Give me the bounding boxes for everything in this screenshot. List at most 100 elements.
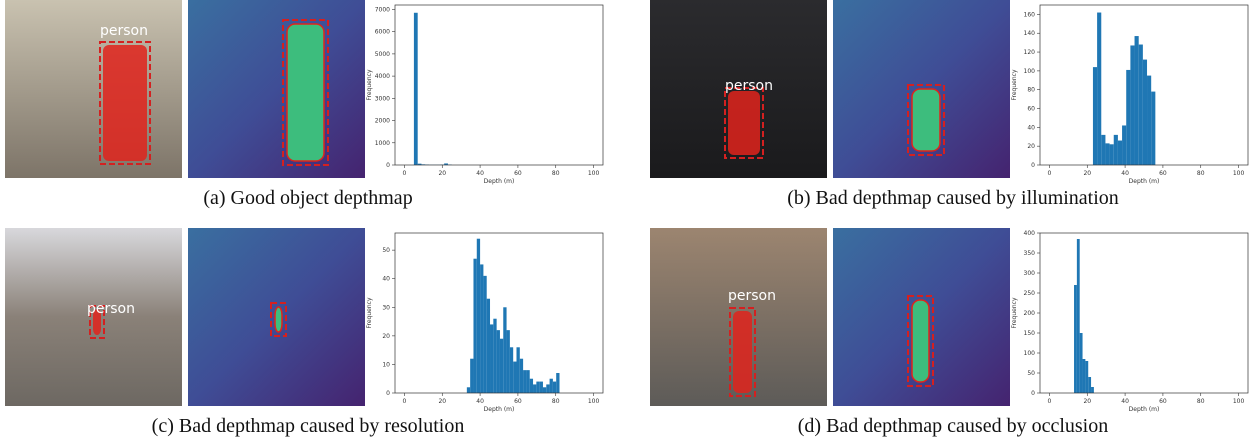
person-label: person [100,23,148,39]
y-tick-label: 160 [1024,11,1036,18]
x-tick-label: 0 [1048,170,1052,177]
person-mask [728,91,760,155]
y-axis-label: Frequency [1011,297,1018,328]
x-axis-label: Depth (m) [484,178,515,185]
x-tick-label: 60 [1159,170,1167,177]
y-tick-label: 100 [1024,350,1036,357]
y-tick-label: 7000 [375,6,390,13]
bar [1118,141,1122,165]
y-tick-label: 4000 [375,73,390,80]
x-tick-label: 80 [1197,398,1205,405]
bar [543,387,546,393]
bar [1126,70,1130,165]
bar [1088,377,1091,393]
y-tick-label: 300 [1024,270,1036,277]
y-tick-label: 350 [1024,250,1036,257]
bar [530,379,533,393]
y-tick-label: 0 [1031,390,1035,397]
x-tick-label: 20 [1083,170,1091,177]
bar [553,382,556,393]
bar [513,362,516,393]
bar [467,387,470,393]
person-label: person [725,78,773,94]
bar [477,239,480,393]
bar [480,264,483,393]
bar [526,370,529,393]
bar [1093,67,1097,165]
x-tick-label: 80 [552,398,560,405]
y-tick-label: 250 [1024,290,1036,297]
x-tick-label: 60 [1159,398,1167,405]
person-label: person [728,288,776,304]
x-tick-label: 100 [1233,398,1245,405]
bar [1139,45,1143,165]
x-tick-label: 20 [438,398,446,405]
y-tick-label: 20 [1027,143,1035,150]
depth-mask [287,24,324,161]
person-label: person [87,301,135,317]
bar [490,324,493,393]
x-axis-label: Depth (m) [1129,406,1160,413]
bar [510,347,513,393]
x-tick-label: 20 [1083,398,1091,405]
y-tick-label: 50 [1027,370,1035,377]
x-tick-label: 100 [588,170,600,177]
depthmap [188,0,365,178]
bar [470,359,473,393]
person-mask [103,45,147,161]
depth-mask [912,89,940,151]
y-tick-label: 1000 [375,140,390,147]
bar [1114,135,1118,165]
y-axis-label: Frequency [366,69,373,100]
bar [414,13,418,165]
y-tick-label: 400 [1024,230,1036,237]
caption: (c) Bad depthmap caused by resolution [152,415,465,437]
bar [1091,387,1094,393]
y-tick-label: 150 [1024,330,1036,337]
bar [533,384,536,393]
bar [1151,92,1155,165]
person-mask [733,311,752,393]
bar [1074,285,1077,393]
bar [520,359,523,393]
y-tick-label: 50 [382,247,390,254]
y-axis-label: Frequency [1011,69,1018,100]
y-tick-label: 6000 [375,29,390,36]
bar [483,276,486,393]
caption: (a) Good object depthmap [203,187,412,209]
x-tick-label: 60 [514,170,522,177]
x-tick-label: 100 [1233,170,1245,177]
photo [5,0,182,178]
y-tick-label: 140 [1024,30,1036,37]
y-tick-label: 3000 [375,95,390,102]
figure: person (a) Good object depthmap 0 20 40 60 80 1… [0,0,1259,445]
bar [1077,239,1080,393]
y-tick-label: 80 [1027,87,1035,94]
bar [507,330,510,393]
y-tick-label: 200 [1024,310,1036,317]
bar [1130,45,1134,165]
bar [1101,135,1105,165]
y-tick-label: 40 [382,276,390,283]
bar [1105,143,1109,165]
x-axis-label: Depth (m) [484,406,515,413]
x-tick-label: 80 [1197,170,1205,177]
bar [1110,144,1114,165]
x-tick-label: 40 [476,170,484,177]
x-tick-label: 20 [438,170,446,177]
x-tick-label: 80 [552,170,560,177]
bar [1085,361,1088,393]
y-axis-label: Frequency [366,297,373,328]
x-tick-label: 0 [403,170,407,177]
bar [1143,60,1147,165]
bar [516,347,519,393]
depth-mask [912,300,929,382]
x-tick-label: 60 [514,398,522,405]
x-tick-label: 0 [1048,398,1052,405]
bar [493,319,496,393]
bar [1080,333,1083,393]
y-tick-label: 120 [1024,49,1036,56]
bar [503,307,506,393]
bar [1135,36,1139,165]
depth-mask [275,307,282,332]
